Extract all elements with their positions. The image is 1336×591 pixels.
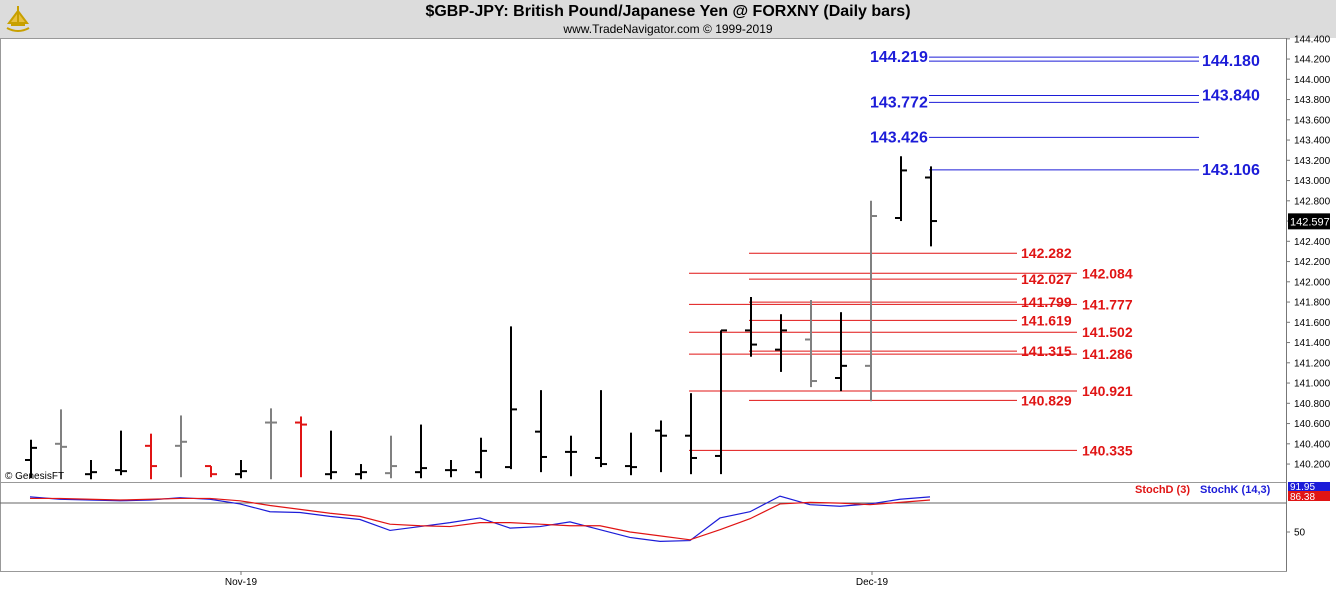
price-tick-label: 140.200	[1294, 460, 1331, 471]
ohlc-bar-27	[835, 312, 847, 392]
ohlc-bar-23	[715, 329, 727, 475]
price-tick-label: 141.600	[1294, 318, 1331, 329]
price-tick-label: 140.400	[1294, 439, 1331, 450]
price-tick-label: 142.400	[1294, 237, 1331, 248]
ohlc-bar-4	[145, 433, 157, 480]
ohlc-bar-2	[85, 460, 97, 480]
ohlc-bar-8	[265, 408, 277, 480]
price-tick-label: 141.200	[1294, 358, 1331, 369]
stoch-tick-label: 50	[1294, 528, 1306, 539]
ohlc-bar-21	[655, 420, 667, 473]
level-label-142.084: 142.084	[1082, 265, 1133, 281]
ohlc-bar-22	[685, 393, 697, 475]
price-plot-area	[0, 38, 1287, 483]
date-axis-strip	[0, 572, 1336, 591]
level-label-141.799: 141.799	[1021, 294, 1072, 310]
price-tick-label: 144.000	[1294, 75, 1331, 86]
stochd-value: 86.38	[1290, 492, 1315, 503]
price-axis: 140.200 140.400 140.600 140.800 141.000 141.2…	[1286, 34, 1331, 571]
price-tick-label: 143.200	[1294, 156, 1331, 167]
date-axis: Nov-19 Dec-19	[225, 571, 889, 588]
ohlc-bar-26	[805, 300, 817, 388]
ohlc-bar-10	[325, 430, 337, 480]
ohlc-bar-28	[865, 200, 877, 402]
ohlc-bar-3	[115, 430, 127, 476]
level-label-140.829: 140.829	[1021, 392, 1072, 408]
stochk-value-box	[1288, 482, 1330, 491]
ohlc-bar-16	[505, 326, 517, 470]
price-tick-label: 143.000	[1294, 176, 1331, 187]
price-tick-label: 141.400	[1294, 338, 1331, 349]
current-price-label: 142.597	[1290, 216, 1330, 228]
date-tick-label: Dec-19	[856, 577, 889, 588]
stochk-value: 91.95	[1290, 482, 1315, 493]
ohlc-bar-12	[385, 435, 397, 479]
level-label-142.027: 142.027	[1021, 271, 1072, 287]
level-label-143.426: 143.426	[870, 129, 928, 146]
level-label-144.219: 144.219	[870, 49, 928, 66]
ohlc-bar-19	[595, 390, 607, 468]
ohlc-bar-25	[775, 314, 787, 372]
level-label-140.335: 140.335	[1082, 442, 1133, 458]
level-label-141.502: 141.502	[1082, 324, 1133, 340]
ohlc-bar-1	[55, 409, 67, 480]
chart-header	[0, 0, 1336, 38]
price-tick-label: 140.600	[1294, 419, 1331, 430]
ohlc-bar-30	[925, 166, 937, 247]
current-price-box	[1288, 213, 1330, 230]
date-tick-label: Nov-19	[225, 577, 258, 588]
stoch-line-k	[29, 495, 931, 542]
stoch-line-d	[30, 497, 931, 541]
price-tick-label: 143.400	[1294, 136, 1331, 147]
price-tick-label: 142.000	[1294, 277, 1331, 288]
ohlc-bar-29	[895, 156, 907, 222]
level-label-141.777: 141.777	[1082, 296, 1133, 312]
level-label-142.282: 142.282	[1021, 245, 1072, 261]
level-label-143.106: 143.106	[1202, 162, 1260, 179]
oscillator-plot-area	[0, 482, 1287, 572]
ohlc-bar-14	[445, 460, 457, 478]
price-tick-label: 144.400	[1294, 34, 1331, 45]
ohlc-bar-17	[535, 390, 547, 473]
ohlc-bar-18	[565, 435, 577, 477]
price-tick-label: 142.800	[1294, 196, 1331, 207]
navigator-logo	[3, 3, 33, 35]
ohlc-bar-11	[355, 464, 367, 480]
ohlc-bar-13	[415, 424, 427, 479]
ohlc-bar-5	[175, 415, 187, 478]
legend-stochk: StochK (14,3)	[1200, 484, 1271, 496]
chart-title: $GBP-JPY: British Pound/Japanese Yen @ F…	[425, 3, 911, 20]
ohlc-bar-7	[235, 460, 247, 479]
ohlc-bar-9	[295, 416, 307, 478]
level-label-144.180: 144.180	[1202, 53, 1260, 70]
level-label-141.286: 141.286	[1082, 346, 1133, 362]
level-label-140.921: 140.921	[1082, 383, 1133, 399]
price-tick-label: 142.200	[1294, 257, 1331, 268]
price-tick-label: 143.600	[1294, 115, 1331, 126]
ohlc-bar-6	[205, 465, 217, 478]
price-tick-label: 140.800	[1294, 399, 1331, 410]
level-label-143.772: 143.772	[870, 94, 928, 111]
level-label-141.315: 141.315	[1021, 343, 1072, 359]
price-levels: 144.219 144.180 143.840 143.772 143.426 143.1…	[689, 49, 1260, 458]
price-tick-label: 143.800	[1294, 95, 1331, 106]
price-tick-label: 141.000	[1294, 379, 1331, 390]
price-bars	[25, 156, 937, 480]
chart-subtitle: www.TradeNavigator.com © 1999-2019	[563, 22, 773, 36]
ohlc-bar-15	[475, 437, 487, 479]
stochd-value-box	[1288, 491, 1330, 501]
ohlc-bar-24	[745, 296, 757, 357]
watermark: © GenesisFT	[5, 471, 64, 482]
ohlc-bar-0	[25, 439, 37, 479]
legend-stochd: StochD (3)	[1135, 484, 1190, 496]
price-tick-label: 141.800	[1294, 298, 1331, 309]
level-label-141.619: 141.619	[1021, 312, 1072, 328]
price-tick-label: 144.200	[1294, 55, 1331, 66]
chart-frame	[0, 38, 1336, 591]
ohlc-bar-20	[625, 432, 637, 476]
level-label-143.840: 143.840	[1202, 88, 1260, 105]
